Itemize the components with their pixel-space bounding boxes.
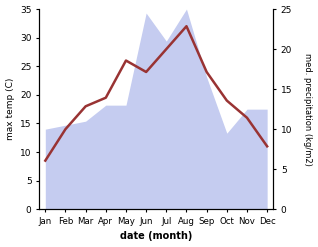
Y-axis label: med. precipitation (kg/m2): med. precipitation (kg/m2) [303,53,313,165]
Y-axis label: max temp (C): max temp (C) [5,78,15,140]
X-axis label: date (month): date (month) [120,231,192,242]
